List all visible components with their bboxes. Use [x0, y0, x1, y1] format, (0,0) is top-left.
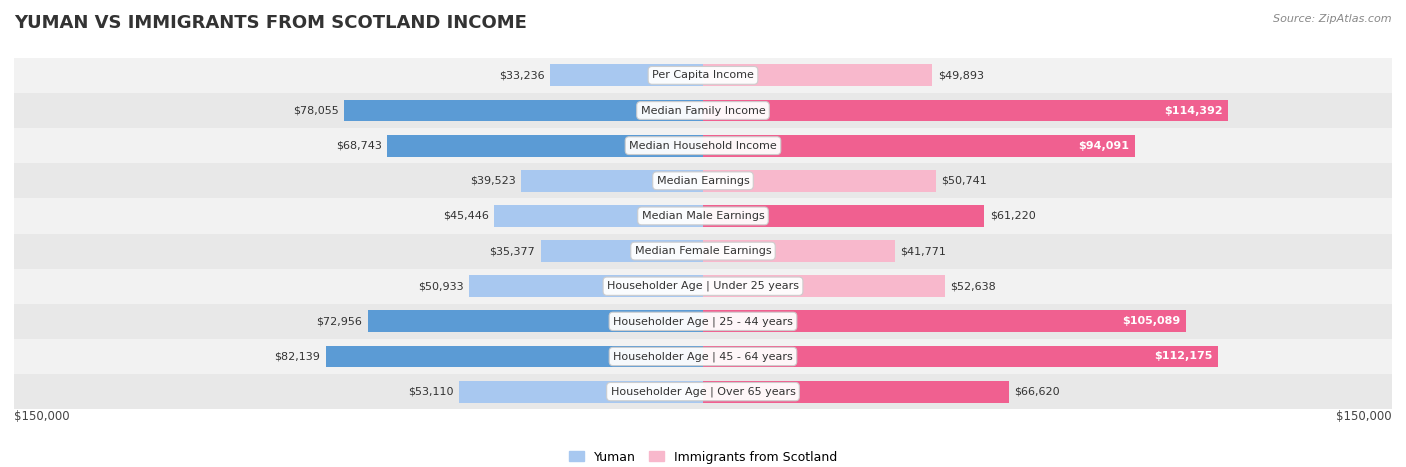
Legend: Yuman, Immigrants from Scotland: Yuman, Immigrants from Scotland: [564, 446, 842, 467]
Text: YUMAN VS IMMIGRANTS FROM SCOTLAND INCOME: YUMAN VS IMMIGRANTS FROM SCOTLAND INCOME: [14, 14, 527, 32]
Bar: [14, 269, 1392, 304]
Text: Householder Age | 45 - 64 years: Householder Age | 45 - 64 years: [613, 351, 793, 362]
Text: $112,175: $112,175: [1154, 352, 1213, 361]
Text: $66,620: $66,620: [1015, 387, 1060, 396]
Bar: [344, 99, 703, 121]
Text: $94,091: $94,091: [1078, 141, 1129, 151]
Text: $39,523: $39,523: [470, 176, 516, 186]
Text: Householder Age | Over 65 years: Householder Age | Over 65 years: [610, 386, 796, 397]
Bar: [14, 58, 1392, 93]
Bar: [703, 135, 1135, 156]
Text: $68,743: $68,743: [336, 141, 382, 151]
Bar: [703, 99, 1229, 121]
Text: $53,110: $53,110: [408, 387, 454, 396]
Text: Source: ZipAtlas.com: Source: ZipAtlas.com: [1274, 14, 1392, 24]
Bar: [387, 135, 703, 156]
Bar: [460, 381, 703, 403]
Text: $61,220: $61,220: [990, 211, 1035, 221]
Text: Median Male Earnings: Median Male Earnings: [641, 211, 765, 221]
Text: Median Female Earnings: Median Female Earnings: [634, 246, 772, 256]
Text: $50,741: $50,741: [942, 176, 987, 186]
Text: $41,771: $41,771: [900, 246, 946, 256]
Text: $35,377: $35,377: [489, 246, 536, 256]
Bar: [368, 311, 703, 332]
Bar: [14, 93, 1392, 128]
Bar: [14, 304, 1392, 339]
Bar: [495, 205, 703, 227]
Text: Median Earnings: Median Earnings: [657, 176, 749, 186]
Bar: [14, 128, 1392, 163]
Text: Median Family Income: Median Family Income: [641, 106, 765, 115]
Bar: [703, 64, 932, 86]
Text: Householder Age | Under 25 years: Householder Age | Under 25 years: [607, 281, 799, 291]
Text: $49,893: $49,893: [938, 71, 984, 80]
Bar: [703, 170, 936, 191]
Text: $52,638: $52,638: [950, 281, 995, 291]
Bar: [14, 234, 1392, 269]
Bar: [540, 240, 703, 262]
Bar: [14, 339, 1392, 374]
Bar: [703, 205, 984, 227]
Bar: [326, 346, 703, 368]
Text: $114,392: $114,392: [1164, 106, 1223, 115]
Bar: [470, 276, 703, 297]
Bar: [522, 170, 703, 191]
Text: $150,000: $150,000: [14, 410, 70, 423]
Bar: [703, 311, 1185, 332]
Bar: [14, 163, 1392, 198]
Bar: [14, 198, 1392, 234]
Text: $105,089: $105,089: [1122, 316, 1180, 326]
Text: $72,956: $72,956: [316, 316, 363, 326]
Text: Median Household Income: Median Household Income: [628, 141, 778, 151]
Text: $50,933: $50,933: [418, 281, 464, 291]
Text: $33,236: $33,236: [499, 71, 546, 80]
Bar: [550, 64, 703, 86]
Text: $150,000: $150,000: [1336, 410, 1392, 423]
Bar: [14, 374, 1392, 409]
Text: $82,139: $82,139: [274, 352, 321, 361]
Bar: [703, 381, 1010, 403]
Text: Householder Age | 25 - 44 years: Householder Age | 25 - 44 years: [613, 316, 793, 326]
Text: Per Capita Income: Per Capita Income: [652, 71, 754, 80]
Bar: [703, 276, 945, 297]
Bar: [703, 240, 894, 262]
Bar: [703, 346, 1218, 368]
Text: $78,055: $78,055: [294, 106, 339, 115]
Text: $45,446: $45,446: [443, 211, 489, 221]
